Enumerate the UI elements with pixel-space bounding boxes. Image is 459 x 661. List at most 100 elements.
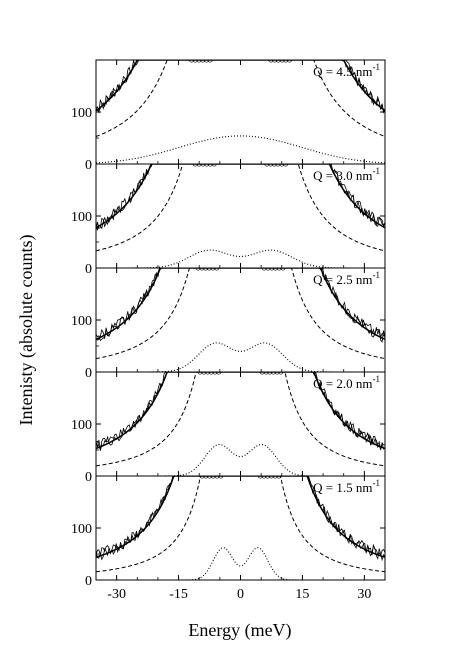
panel-q-label-exponent: -1	[373, 62, 381, 72]
series-group	[96, 60, 385, 164]
error-marker	[207, 60, 213, 63]
total-fit-line	[96, 268, 385, 341]
y-tick-label: 0	[85, 574, 92, 589]
error-marker	[188, 60, 195, 63]
error-marker	[203, 268, 209, 271]
y-tick-label: 100	[71, 418, 92, 433]
x-tick-label: -30	[107, 587, 126, 602]
error-marker	[279, 60, 285, 63]
error-marker	[218, 476, 224, 479]
resolution-dashed-line	[96, 60, 385, 137]
panel-q-label-exponent: -1	[373, 270, 381, 280]
panel-5: 0 100 Q = 1.5 nm-1 -30 -15 0 15 30	[71, 475, 386, 602]
total-fit-line	[96, 372, 385, 450]
x-tick-label: 30	[357, 587, 371, 602]
y-axis-title: Intenisty (absolute counts)	[16, 235, 37, 426]
y-tick-label: 0	[85, 470, 92, 485]
error-marker	[274, 372, 280, 375]
error-marker	[261, 476, 267, 479]
panel-q-label: Q = 2.5 nm-1	[313, 270, 380, 287]
measured-data-line-b	[96, 372, 385, 451]
error-marker	[272, 268, 278, 271]
panel-q-label-exponent: -1	[373, 166, 381, 176]
error-marker	[205, 372, 211, 375]
y-tick-label: 0	[85, 262, 92, 277]
error-marker	[276, 268, 282, 271]
panel-q-label-exponent: -1	[373, 374, 381, 384]
resolution-dashed-line	[96, 164, 385, 252]
y-tick-label: 100	[71, 106, 92, 121]
y-tick-label: 0	[85, 366, 92, 381]
panel-q-label: Q = 1.5 nm-1	[313, 478, 380, 495]
error-marker	[270, 372, 276, 375]
x-axis-title: Energy (meV)	[188, 620, 291, 641]
error-marker	[197, 372, 203, 375]
error-marker	[261, 268, 267, 271]
error-marker	[278, 372, 284, 375]
error-marker	[195, 268, 201, 271]
panel-q-label-text: Q = 4.5 nm	[313, 64, 372, 79]
error-marker	[280, 268, 286, 271]
error-marker	[199, 476, 205, 479]
error-marker	[203, 60, 209, 63]
panel-q-label-text: Q = 3.0 nm	[313, 168, 372, 183]
error-marker	[257, 476, 263, 479]
error-marker	[210, 476, 216, 479]
error-marker	[276, 476, 282, 479]
error-marker	[272, 60, 278, 63]
error-marker	[216, 372, 222, 375]
panel-q-label: Q = 3.0 nm-1	[313, 166, 380, 183]
total-fit-line	[96, 164, 385, 229]
measured-data-line-b	[96, 268, 385, 343]
resolution-dashed-line	[96, 476, 385, 573]
error-marker	[203, 476, 209, 479]
error-marker	[199, 268, 205, 271]
panel-q-label-text: Q = 2.5 nm	[313, 272, 372, 287]
error-marker	[206, 268, 212, 271]
y-tick-label: 100	[71, 522, 92, 537]
error-marker	[275, 60, 281, 63]
series-group	[96, 372, 385, 476]
panel-q-label-exponent: -1	[373, 478, 381, 488]
panel-q-label-text: Q = 1.5 nm	[313, 480, 372, 495]
measured-data-line-a	[96, 268, 385, 341]
error-marker	[200, 60, 206, 63]
error-marker	[208, 372, 214, 375]
inelastic-dotted-line	[96, 135, 385, 164]
total-fit-line	[96, 476, 385, 558]
x-tick-label: 15	[295, 587, 309, 602]
error-marker	[269, 268, 275, 271]
panel-q-label-text: Q = 2.0 nm	[313, 376, 372, 391]
error-marker	[214, 268, 220, 271]
series-group	[96, 476, 385, 580]
error-marker	[201, 372, 207, 375]
y-tick-label: 0	[85, 158, 92, 173]
x-tick-label: -15	[169, 587, 188, 602]
resolution-dashed-line	[96, 372, 385, 467]
error-marker	[263, 372, 269, 375]
x-tick-label: 0	[237, 587, 244, 602]
error-marker	[286, 60, 293, 63]
error-marker	[196, 60, 202, 63]
measured-data-line-b	[96, 164, 385, 231]
error-marker	[267, 372, 273, 375]
panel-q-label: Q = 4.5 nm-1	[313, 62, 380, 79]
error-marker	[265, 476, 271, 479]
error-marker	[210, 268, 216, 271]
y-tick-label: 100	[71, 314, 92, 329]
error-marker	[259, 372, 265, 375]
error-marker	[272, 476, 278, 479]
error-marker	[206, 476, 213, 479]
error-marker	[283, 60, 289, 63]
error-marker	[265, 268, 271, 271]
error-marker	[268, 476, 275, 479]
panel-q-label: Q = 2.0 nm-1	[313, 374, 380, 391]
error-marker	[192, 60, 198, 63]
error-marker	[268, 60, 274, 63]
